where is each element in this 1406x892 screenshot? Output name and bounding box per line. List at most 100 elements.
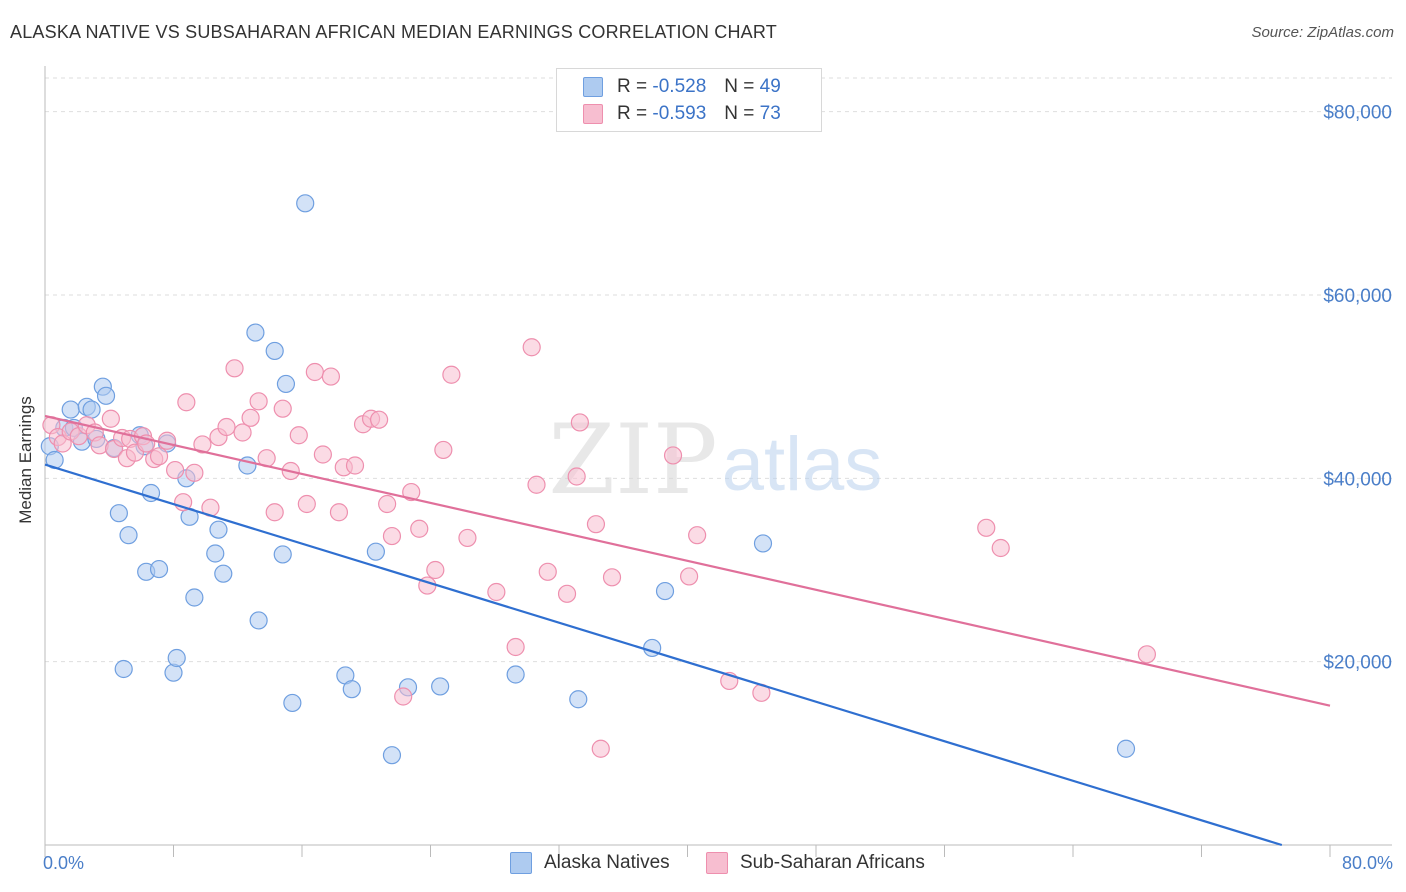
- series-swatch-alaska: [510, 852, 532, 874]
- point-1-50: [410, 519, 429, 538]
- point-1-18: [157, 431, 177, 450]
- legend-row-subsaharan: R = -0.593 N = 73: [583, 101, 781, 127]
- point-1-30: [249, 392, 268, 411]
- legend-n-value: 73: [759, 103, 781, 124]
- y-tick-label-1: $40,000: [1323, 469, 1392, 490]
- correlation-legend: R = -0.528 N = 49 R = -0.593 N = 73: [556, 68, 822, 132]
- point-1-67: [663, 446, 683, 465]
- point-0-47: [753, 534, 773, 553]
- data-points: [40, 194, 1156, 765]
- point-0-26: [206, 544, 225, 563]
- point-0-14: [119, 526, 138, 545]
- point-0-22: [167, 648, 186, 668]
- point-0-10: [96, 386, 116, 405]
- point-1-72: [977, 518, 996, 537]
- point-1-36: [297, 494, 316, 514]
- point-0-32: [265, 341, 284, 361]
- series-label-alaska: Alaska Natives: [544, 852, 670, 873]
- point-0-43: [506, 665, 525, 684]
- point-1-47: [382, 526, 402, 546]
- legend-n-value: 49: [759, 76, 781, 97]
- legend-r-value: -0.528: [652, 76, 707, 97]
- point-1-46: [378, 494, 397, 514]
- legend-r-label: R =: [617, 76, 648, 97]
- point-0-33: [273, 545, 292, 564]
- legend-n-label: N =: [724, 103, 755, 124]
- series-label-subsaharan: Sub-Saharan Africans: [740, 852, 925, 873]
- point-1-73: [991, 538, 1010, 558]
- trend-line-0: [44, 463, 1283, 847]
- point-0-30: [246, 323, 265, 342]
- point-0-25: [185, 588, 204, 607]
- point-1-28: [233, 423, 252, 442]
- point-1-68: [680, 567, 699, 586]
- point-0-27: [209, 520, 228, 539]
- point-1-58: [522, 338, 541, 357]
- series-1-points: [42, 338, 1156, 758]
- legend-r-label: R =: [617, 103, 648, 124]
- point-0-28: [214, 564, 233, 583]
- point-1-42: [345, 456, 365, 475]
- point-1-57: [506, 637, 525, 657]
- point-1-63: [570, 413, 589, 432]
- point-0-21: [164, 663, 183, 682]
- point-1-59: [527, 475, 546, 494]
- point-0-34: [276, 374, 296, 394]
- point-1-66: [602, 568, 622, 587]
- trend-lines: [44, 414, 1331, 847]
- point-0-42: [431, 677, 450, 696]
- series-legend-subsaharan[interactable]: Sub-Saharan Africans: [706, 852, 925, 874]
- point-0-35: [283, 693, 302, 713]
- point-1-39: [321, 367, 341, 386]
- point-0-18: [141, 483, 161, 503]
- series-swatch-subsaharan: [706, 852, 728, 874]
- point-0-48: [1116, 739, 1136, 758]
- series-legend-alaska[interactable]: Alaska Natives: [510, 852, 670, 874]
- trend-line-1: [44, 414, 1331, 707]
- point-1-29: [241, 408, 260, 427]
- tick-labels: $20,000 $40,000 $60,000 $80,000 0.0% 80.0%: [43, 103, 1393, 873]
- legend-n-label: N =: [724, 76, 755, 97]
- point-0-38: [342, 680, 361, 699]
- point-1-37: [305, 362, 324, 382]
- x-tick-label-max: 80.0%: [1342, 853, 1393, 873]
- series-legend: Alaska Natives Sub-Saharan Africans: [0, 852, 1406, 878]
- point-1-64: [586, 515, 606, 534]
- y-tick-label-2: $60,000: [1323, 286, 1392, 307]
- point-0-7: [82, 400, 101, 419]
- chart-title: ALASKA NATIVE VS SUBSAHARAN AFRICAN MEDI…: [10, 22, 777, 42]
- point-0-39: [366, 542, 385, 561]
- legend-swatch-alaska: [583, 77, 603, 97]
- point-1-38: [313, 445, 332, 464]
- point-0-19: [149, 559, 169, 579]
- point-1-48: [394, 687, 413, 706]
- point-1-26: [217, 417, 236, 437]
- legend-row-alaska: R = -0.528 N = 49: [583, 74, 781, 100]
- point-1-21: [177, 393, 196, 412]
- point-1-33: [273, 399, 292, 418]
- watermark: ZIP atlas: [548, 404, 882, 516]
- x-tick-label-min: 0.0%: [43, 853, 84, 873]
- point-1-45: [370, 410, 389, 429]
- point-1-27: [225, 359, 244, 378]
- point-1-69: [688, 526, 707, 545]
- point-1-55: [458, 528, 477, 548]
- point-1-53: [434, 440, 453, 460]
- point-0-40: [382, 746, 402, 765]
- point-0-44: [569, 690, 588, 709]
- point-1-62: [567, 467, 586, 486]
- legend-swatch-subsaharan: [583, 104, 603, 124]
- point-1-56: [487, 582, 506, 602]
- point-1-52: [426, 560, 445, 580]
- point-0-3: [61, 400, 80, 419]
- point-0-13: [114, 659, 133, 679]
- point-1-60: [538, 562, 557, 581]
- point-1-54: [442, 365, 461, 384]
- point-0-31: [249, 611, 268, 630]
- point-1-65: [591, 739, 610, 758]
- source-credit: Source: ZipAtlas.com: [1251, 24, 1394, 41]
- legend-r-value: -0.593: [652, 103, 707, 124]
- point-1-61: [557, 584, 577, 603]
- y-tick-label-3: $80,000: [1323, 103, 1392, 124]
